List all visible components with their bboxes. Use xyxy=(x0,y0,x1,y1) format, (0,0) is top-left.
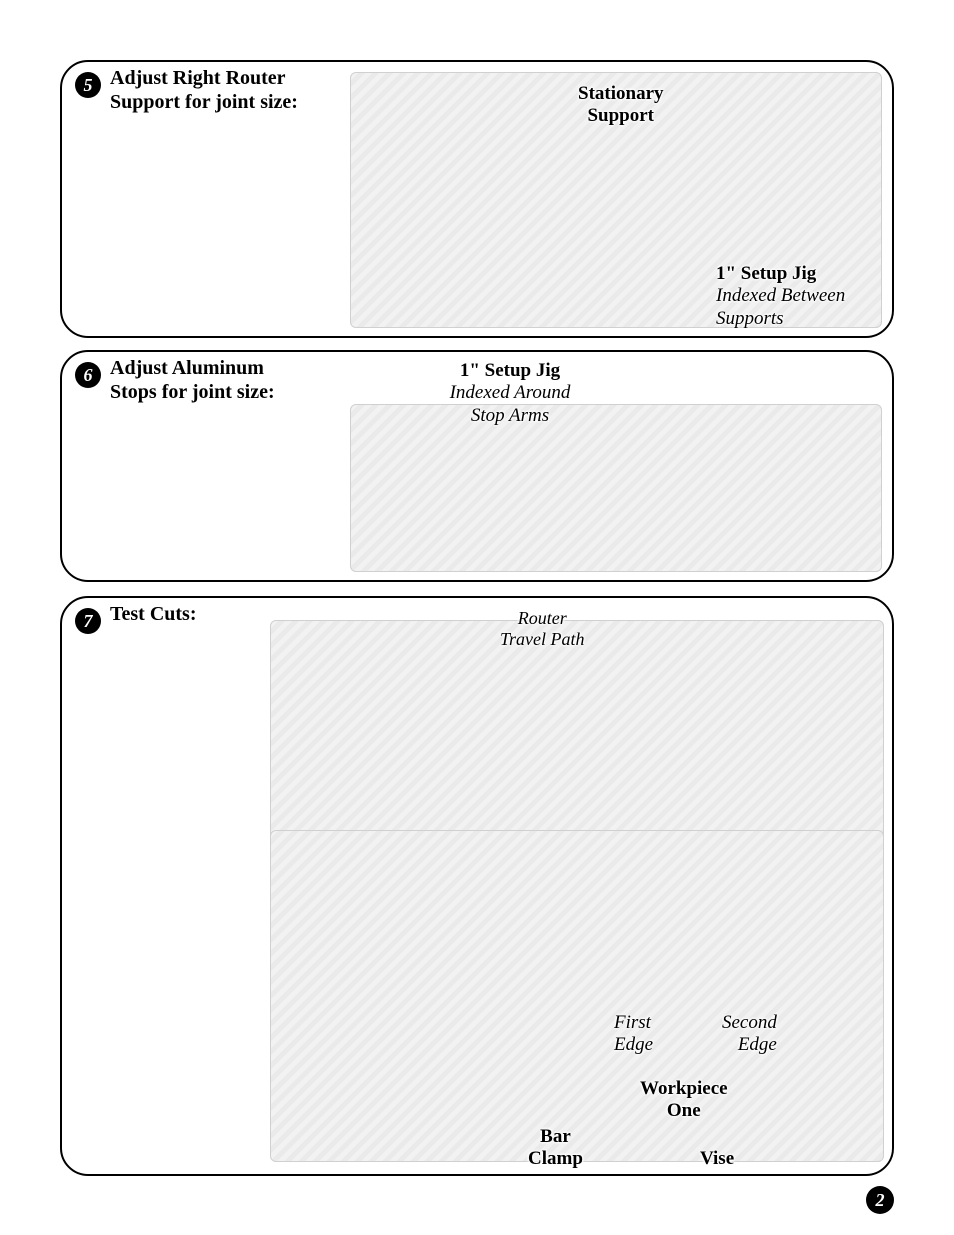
step-number-6: 6 xyxy=(75,362,101,388)
panel-7-illustration-top xyxy=(270,620,884,848)
panel-6-illustration xyxy=(350,404,882,572)
callout-second-edge: Second Edge xyxy=(722,1012,777,1057)
page-number-badge: 2 xyxy=(866,1186,894,1214)
callout-vise: Vise xyxy=(700,1148,734,1170)
panel-5-title: Adjust Right Router Support for joint si… xyxy=(110,67,298,114)
callout-setup-jig-5: 1" Setup Jig Indexed Between Supports xyxy=(716,263,845,330)
callout-stationary-support: Stationary Support xyxy=(578,83,664,128)
panel-6-title: Adjust Aluminum Stops for joint size: xyxy=(110,357,275,404)
panel-5-title-line1: Adjust Right Router xyxy=(110,67,286,89)
step-number-5: 5 xyxy=(75,72,101,98)
callout-first-edge: First Edge xyxy=(614,1012,653,1057)
step-number-7: 7 xyxy=(75,608,101,634)
panel-7-title: Test Cuts: xyxy=(110,603,197,627)
callout-router-path: Router Travel Path xyxy=(500,608,585,650)
page: 5 Adjust Right Router Support for joint … xyxy=(0,0,954,1235)
callout-setup-jig-5-title: 1" Setup Jig xyxy=(716,263,816,284)
callout-setup-jig-6-title: 1" Setup Jig xyxy=(460,360,560,381)
panel-6-title-line1: Adjust Aluminum xyxy=(110,357,264,379)
panel-5-title-line2: Support for joint size: xyxy=(110,91,298,113)
callout-setup-jig-6-sub: Indexed Around Stop Arms xyxy=(450,382,571,425)
callout-bar-clamp: Bar Clamp xyxy=(528,1126,583,1171)
panel-7-illustration-bottom xyxy=(270,830,884,1162)
callout-setup-jig-5-sub: Indexed Between Supports xyxy=(716,285,845,328)
callout-workpiece-one: Workpiece One xyxy=(640,1078,728,1123)
callout-setup-jig-6: 1" Setup Jig Indexed Around Stop Arms xyxy=(420,360,600,427)
panel-6-title-line2: Stops for joint size: xyxy=(110,381,275,403)
